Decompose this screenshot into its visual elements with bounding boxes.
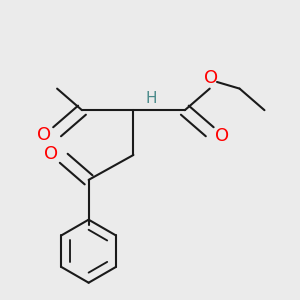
Text: O: O [38, 126, 52, 144]
Text: H: H [146, 91, 158, 106]
Text: O: O [44, 145, 58, 163]
Text: O: O [215, 127, 230, 145]
Text: O: O [204, 69, 218, 87]
